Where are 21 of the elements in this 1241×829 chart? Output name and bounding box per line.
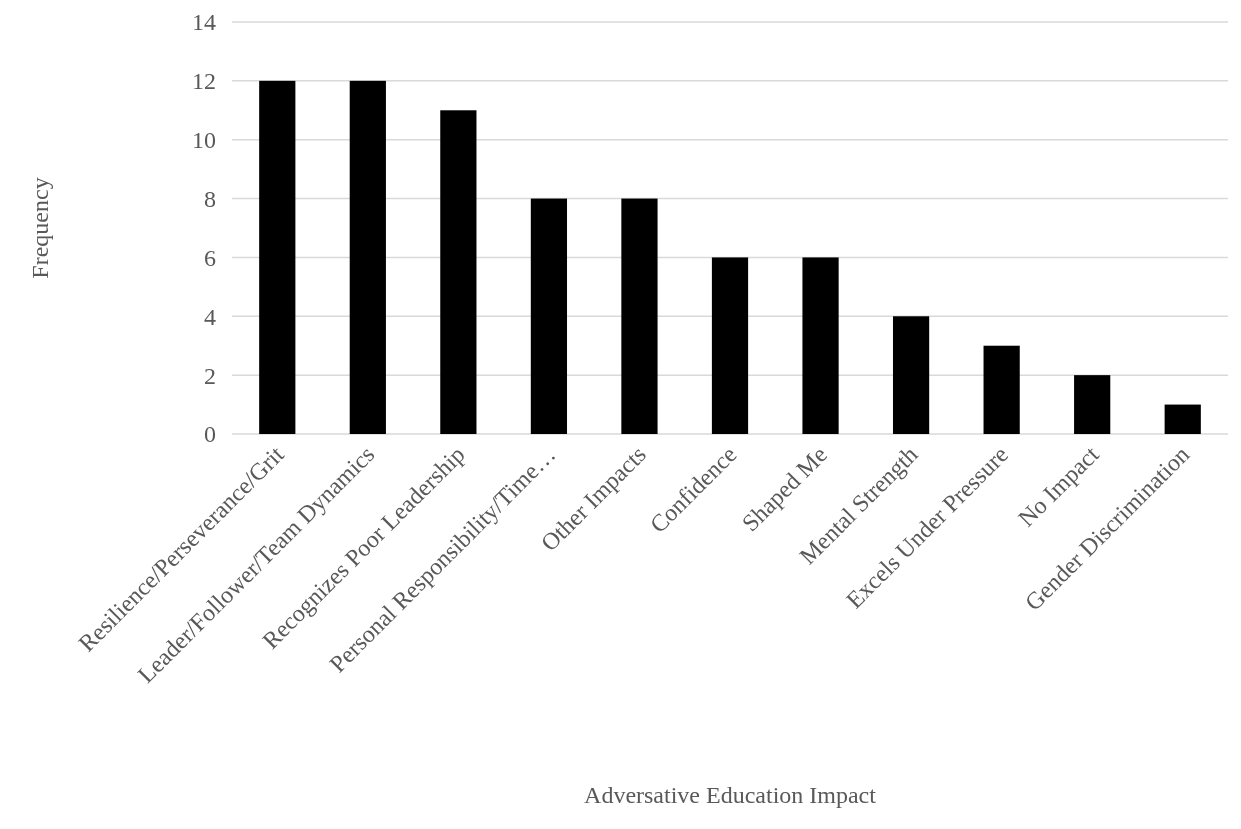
bar: [621, 198, 658, 434]
y-tick-label: 12: [192, 68, 216, 95]
bar: [802, 257, 839, 434]
bar: [983, 345, 1020, 434]
bar: [440, 110, 477, 434]
bar: [711, 257, 749, 434]
bar: [530, 198, 568, 434]
bar: [1074, 375, 1111, 434]
y-tick-label: 14: [192, 9, 216, 36]
bar: [349, 80, 386, 434]
y-tick-label: 6: [204, 244, 216, 271]
y-tick-label: 8: [204, 185, 216, 212]
y-tick-label: 2: [204, 362, 216, 389]
y-axis-title: Frequency: [27, 177, 53, 279]
bar: [1164, 404, 1201, 434]
bar: [892, 316, 930, 434]
y-tick-label: 0: [204, 421, 216, 448]
bar: [259, 80, 296, 434]
x-axis-title: Adversative Education Impact: [584, 782, 877, 808]
y-tick-label: 4: [204, 303, 216, 330]
y-tick-label: 10: [192, 127, 216, 154]
